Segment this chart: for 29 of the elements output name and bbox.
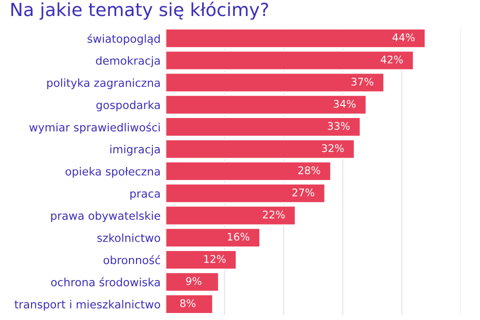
data-label: 28%: [298, 166, 320, 174]
y-tick-label: światopogląd: [88, 34, 160, 46]
data-label: 34%: [334, 100, 356, 108]
y-tick-label: praca: [130, 191, 160, 200]
y-tick-label: transport i mieszkalnictwo: [14, 300, 160, 311]
data-label: 12%: [204, 254, 226, 263]
y-tick-label: szkolnictwo: [97, 233, 160, 242]
y-tick-label: imigracja: [110, 144, 160, 156]
y-tick-label: gospodarka: [96, 100, 160, 112]
data-label: 42%: [380, 56, 403, 64]
y-tick-label: demokracja: [96, 56, 160, 67]
y-tick-label: prawa obywatelskie: [51, 211, 160, 222]
data-label: 33%: [328, 122, 350, 130]
data-label: 9%: [186, 277, 202, 285]
y-tick-label: polityka zagraniczna: [47, 78, 160, 90]
data-label: 44%: [392, 33, 415, 42]
bar: [166, 294, 214, 314]
data-label: 22%: [262, 210, 285, 219]
data-label: 16%: [228, 232, 250, 241]
y-tick-label: obronność: [104, 255, 160, 264]
data-label: 32%: [322, 144, 344, 152]
y-tick-label: ochrona środowiska: [51, 277, 160, 286]
data-label: 37%: [352, 78, 374, 86]
data-label: 27%: [292, 188, 314, 196]
data-label: 8%: [180, 299, 196, 308]
bar: [166, 205, 296, 226]
y-tick-label: opieka społeczna: [66, 166, 160, 178]
chart-title: Na jakie tematy się kłócimy?: [11, 2, 268, 20]
y-tick-label: wymiar sprawiedliwości: [29, 122, 160, 134]
